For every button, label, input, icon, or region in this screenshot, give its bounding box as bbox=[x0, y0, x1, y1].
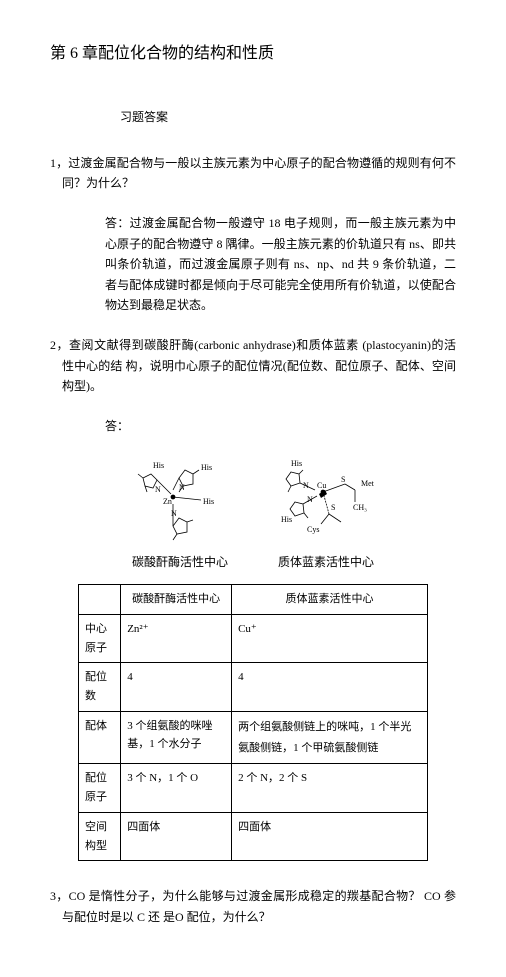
answer-1: 答：过渡金属配合物一般遵守 18 电子规则，而一般主族元素为中心原子的配合物遵守… bbox=[105, 213, 456, 315]
row-label: 空间构型 bbox=[79, 812, 121, 860]
cell: Cu⁺ bbox=[232, 614, 428, 662]
label-n: N bbox=[171, 509, 177, 518]
label-ch3: CH₃ bbox=[353, 503, 367, 512]
figure-right: His His Cu Met Cys S S CH₃ N N bbox=[273, 452, 383, 547]
label-his: His bbox=[281, 515, 292, 524]
label-n: N bbox=[303, 481, 309, 490]
label-s: S bbox=[331, 503, 335, 512]
table-row: 配位数 4 4 bbox=[79, 663, 428, 711]
caption-right: 质体蓝素活性中心 bbox=[278, 552, 374, 572]
label-his: His bbox=[291, 459, 302, 468]
row-label: 配位数 bbox=[79, 663, 121, 711]
header-empty bbox=[79, 585, 121, 615]
cell: 3 个组氨酸的咪唑基，1 个水分子 bbox=[121, 711, 232, 764]
table-row: 空间构型 四面体 四面体 bbox=[79, 812, 428, 860]
subtitle: 习题答案 bbox=[120, 107, 456, 127]
cell: 3 个 N，1 个 O bbox=[121, 764, 232, 812]
label-zn: Zn bbox=[163, 497, 172, 506]
label-cys: Cys bbox=[307, 525, 319, 534]
cell: 四面体 bbox=[232, 812, 428, 860]
header-col2: 质体蓝素活性中心 bbox=[232, 585, 428, 615]
cell: 2 个 N，2 个 S bbox=[232, 764, 428, 812]
question-1: 1，过渡金属配合物与一般以主族元素为中心原子的配合物遵循的规则有何不同？为什么？ bbox=[50, 153, 456, 194]
answer-2-label: 答： bbox=[105, 416, 456, 436]
label-n: N bbox=[179, 483, 185, 492]
row-label: 配体 bbox=[79, 711, 121, 764]
label-cu: Cu bbox=[317, 481, 326, 490]
caption-row: 碳酸酐酶活性中心 质体蓝素活性中心 bbox=[50, 552, 456, 572]
comparison-table: 碳酸酐酶活性中心 质体蓝素活性中心 中心原子 Zn²⁺ Cu⁺ 配位数 4 4 … bbox=[78, 584, 428, 861]
table-header-row: 碳酸酐酶活性中心 质体蓝素活性中心 bbox=[79, 585, 428, 615]
figure-row: His His His Zn N N N bbox=[50, 452, 456, 547]
label-n: N bbox=[155, 485, 161, 494]
label-his: His bbox=[203, 497, 214, 506]
cell: 4 bbox=[121, 663, 232, 711]
cell: Zn²⁺ bbox=[121, 614, 232, 662]
question-3: 3，CO 是惰性分子，为什么能够与过渡金属形成稳定的羰基配合物？ CO 参与配位… bbox=[50, 886, 456, 927]
cell: 四面体 bbox=[121, 812, 232, 860]
table-row: 配位原子 3 个 N，1 个 O 2 个 N，2 个 S bbox=[79, 764, 428, 812]
question-2: 2，查阅文献得到碳酸肝酶(carbonic anhydrase)和质体蓝素 (p… bbox=[50, 335, 456, 396]
row-label: 配位原子 bbox=[79, 764, 121, 812]
row-label: 中心原子 bbox=[79, 614, 121, 662]
chapter-title: 第 6 章配位化合物的结构和性质 bbox=[50, 40, 456, 67]
table-row: 配体 3 个组氨酸的咪唑基，1 个水分子 两个组氨酸侧链上的咪吨，1 个半光氨酸… bbox=[79, 711, 428, 764]
figure-left: His His His Zn N N N bbox=[123, 452, 233, 547]
label-n: N bbox=[307, 495, 313, 504]
caption-left: 碳酸酐酶活性中心 bbox=[132, 552, 228, 572]
header-col1: 碳酸酐酶活性中心 bbox=[121, 585, 232, 615]
table-row: 中心原子 Zn²⁺ Cu⁺ bbox=[79, 614, 428, 662]
label-s: S bbox=[341, 475, 345, 484]
label-met: Met bbox=[361, 479, 375, 488]
cell: 4 bbox=[232, 663, 428, 711]
label-his: His bbox=[201, 463, 212, 472]
cell: 两个组氨酸侧链上的咪吨，1 个半光氨酸侧链，1 个甲硫氨酸侧链 bbox=[232, 711, 428, 764]
label-his: His bbox=[153, 461, 164, 470]
